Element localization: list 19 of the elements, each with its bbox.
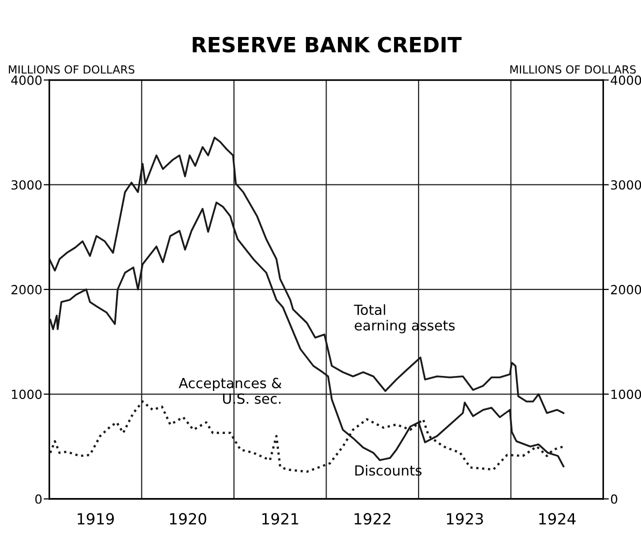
y-tick-label: 0 [35, 494, 42, 504]
y2-tick-label: 3000 [611, 180, 641, 190]
x-tick-label: 1920 [170, 513, 206, 525]
y-tick-label: 4000 [11, 75, 42, 85]
y-tick-label: 3000 [12, 180, 42, 190]
y-tick-label: 2000 [12, 284, 42, 294]
y2-tick-label: 2000 [611, 284, 641, 294]
x-tick-label: 1923 [446, 513, 483, 525]
y2-tick-label: 1000 [612, 390, 641, 400]
x-tick-label: 1922 [354, 513, 390, 525]
y-axis-title: MILLIONS OF DOLLARS [8, 65, 134, 74]
y-tick-label: 1000 [12, 390, 42, 400]
x-tick-label: 1921 [262, 513, 298, 525]
y2-axis-title: MILLIONS OF DOLLARS [510, 65, 636, 74]
y2-tick-label: 4000 [610, 75, 641, 85]
chart-title: RESERVE BANK CREDIT [192, 36, 462, 53]
x-tick-label: 1924 [539, 513, 576, 525]
y2-tick-label: 0 [610, 494, 618, 504]
x-tick-label: 1919 [78, 513, 114, 525]
